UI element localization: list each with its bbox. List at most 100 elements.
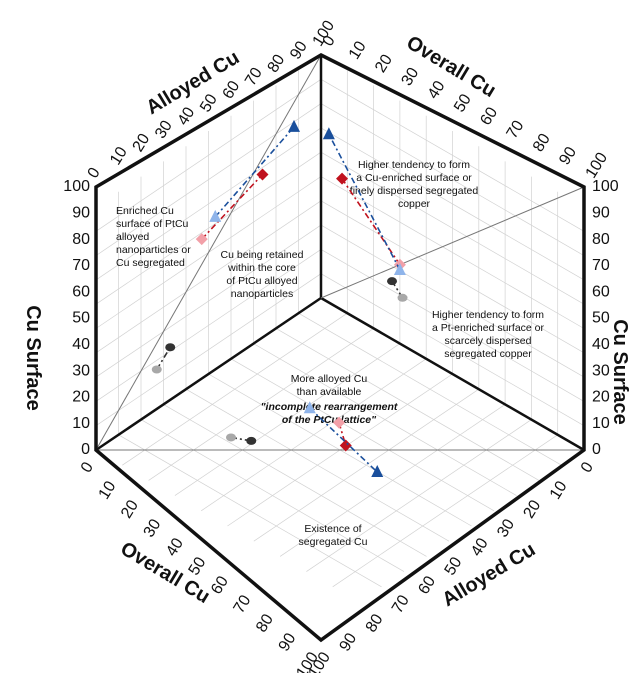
face-bottom-gridline — [185, 388, 450, 542]
face-bottom-gridline — [253, 388, 479, 542]
tick-label-alloyed-cu-top: 60 — [220, 78, 244, 102]
data-point-left-light_red — [195, 233, 208, 246]
connector-left-2 — [156, 346, 171, 370]
annotation-more-alloyed-cu-line: than available — [297, 386, 362, 398]
data-point-left-dark_blue — [288, 119, 300, 132]
tick-label-alloyed-cu-top: 30 — [152, 118, 176, 142]
tick-label-alloyed-cu-bottom: 40 — [468, 535, 492, 559]
face-bottom-gridline — [118, 434, 382, 588]
face-right-gridline — [320, 176, 585, 329]
annotation-enriched-cu-line: Cu segregated — [116, 257, 185, 269]
tick-label-alloyed-cu-top: 90 — [287, 38, 311, 62]
face-bottom-gridline — [332, 434, 558, 588]
tick-label-alloyed-cu-bottom: 20 — [521, 497, 545, 521]
tick-label-overall-cu-top: 90 — [556, 144, 580, 168]
face-left-gridline — [95, 151, 322, 305]
face-right-gridline — [320, 127, 585, 281]
data-point-bottom-dark_blue — [371, 465, 384, 478]
connector-left-1 — [214, 126, 295, 218]
tick-label-cu-surface-left: 40 — [72, 336, 90, 353]
data-point-right-light_blue — [393, 262, 406, 275]
tick-label-overall-cu-top: 80 — [530, 131, 554, 155]
axis-title-cu-surface-left: Cu Surface — [22, 305, 44, 411]
face-bottom-gridline — [140, 419, 405, 572]
tick-label-alloyed-cu-bottom: 80 — [363, 611, 387, 635]
tick-label-cu-surface-right: 60 — [592, 283, 610, 300]
face-bottom-gridline — [279, 404, 506, 557]
connector-right-0 — [341, 178, 401, 266]
tick-label-cu-surface-right: 70 — [592, 257, 610, 274]
cube-inner-edge — [95, 296, 322, 452]
tick-label-alloyed-cu-bottom: 50 — [442, 554, 466, 578]
data-point-bottom-light_red — [333, 416, 345, 429]
annotation-pt-enriched-surface-line: a Pt-enriched surface or — [432, 322, 545, 334]
tick-label-cu-surface-right: 40 — [592, 336, 610, 353]
annotation-more-alloyed-cu: More alloyed Cu than available — [291, 373, 368, 398]
tick-label-cu-surface-right: 0 — [592, 441, 601, 458]
tick-label-cu-surface-left: 10 — [72, 415, 90, 432]
data-point-right-light_gray — [397, 293, 408, 302]
annotation-enriched-cu: Enriched Cu surface of PtCu alloyed nanopar… — [116, 205, 191, 269]
annotation-cu-enriched-surface-line: a Cu-enriched surface or — [356, 172, 472, 184]
tick-label-cu-surface-left: 50 — [72, 310, 90, 327]
annotation-cu-enriched-surface: Higher tendency to form a Cu-enriched sur… — [350, 159, 479, 210]
axis-title-cu-surface-right: Cu Surface — [609, 319, 631, 425]
face-right-gridline — [320, 103, 585, 256]
tick-label-alloyed-cu-bottom: 70 — [389, 592, 413, 616]
tick-label-overall-cu-bottom: 50 — [186, 554, 210, 578]
annotation-incomplete-rearrangement-line: of the PtCu lattice" — [282, 414, 377, 426]
annotation-cu-retained-line: within the core — [227, 262, 296, 274]
tick-label-overall-cu-bottom: 90 — [276, 630, 300, 654]
annotation-enriched-cu-line: nanoparticles or — [116, 244, 191, 256]
annotation-cu-retained: Cu being retained within the core of PtCu … — [221, 249, 304, 300]
annotation-pt-enriched-surface: Higher tendency to form a Pt-enriched sur… — [432, 309, 545, 360]
data-point-right-dark_blue — [322, 127, 335, 140]
tick-label-alloyed-cu-bottom: 30 — [494, 516, 518, 540]
face-left-gridline — [95, 79, 322, 232]
tick-label-cu-surface-right: 30 — [592, 362, 610, 379]
tick-label-alloyed-cu-top: 70 — [242, 65, 266, 89]
annotation-enriched-cu-line: alloyed — [116, 231, 149, 243]
tick-label-overall-cu-bottom: 40 — [163, 535, 187, 559]
tick-label-cu-surface-left: 30 — [72, 362, 90, 379]
grid-layer — [95, 70, 585, 588]
annotation-segregated-cu: Existence of segregated Cu — [299, 523, 368, 548]
annotation-incomplete-rearrangement: "incomplete rearrangement of the PtCu lat… — [261, 401, 398, 426]
tick-label-overall-cu-top: 60 — [477, 104, 501, 128]
tick-label-overall-cu-bottom: 60 — [208, 573, 232, 597]
tick-label-overall-cu-top: 100 — [583, 150, 612, 182]
data-point-left-dark_gray — [165, 343, 176, 352]
tick-label-overall-cu-bottom: 30 — [141, 516, 165, 540]
tick-label-cu-surface-right: 50 — [592, 310, 610, 327]
tick-label-overall-cu-top: 50 — [451, 91, 475, 115]
annotation-enriched-cu-line: surface of PtCu — [116, 218, 189, 230]
face-bottom-gridline — [306, 419, 532, 572]
data-point-bottom-dark_red — [339, 439, 352, 452]
tick-label-cu-surface-right: 10 — [592, 415, 610, 432]
tick-label-cu-surface-right: 90 — [592, 205, 610, 222]
annotation-incomplete-rearrangement-line: "incomplete rearrangement — [261, 401, 398, 413]
tick-label-overall-cu-bottom: 10 — [96, 478, 120, 502]
cube-outline — [94, 53, 586, 643]
annotation-enriched-cu-line: Enriched Cu — [116, 205, 174, 217]
data-point-bottom-light_blue — [303, 401, 316, 414]
tick-label-overall-cu-bottom: 0 — [78, 459, 97, 476]
diagonal-line — [95, 54, 322, 451]
axis-title-overall-cu-top: Overall Cu — [403, 32, 500, 102]
tick-label-cu-surface-left: 0 — [81, 441, 90, 458]
tick-label-overall-cu-top: 10 — [346, 38, 370, 62]
data-layer — [151, 119, 408, 478]
tick-label-alloyed-cu-bottom: 90 — [336, 630, 360, 654]
annotation-more-alloyed-cu-line: More alloyed Cu — [291, 373, 368, 385]
connector-left-0 — [201, 173, 264, 240]
data-point-left-light_gray — [151, 365, 162, 374]
annotation-segregated-cu-line: segregated Cu — [299, 536, 368, 548]
tick-label-overall-cu-top: 20 — [372, 52, 396, 76]
tick-label-overall-cu-top: 30 — [398, 65, 422, 89]
tick-label-cu-surface-left: 20 — [72, 389, 90, 406]
annotations: Enriched Cu surface of PtCu alloyed nanopar… — [116, 159, 545, 548]
tick-label-cu-surface-left: 100 — [63, 178, 90, 195]
tick-label-alloyed-cu-top: 80 — [265, 52, 289, 76]
annotation-pt-enriched-surface-line: scarcely dispersed — [445, 335, 532, 347]
